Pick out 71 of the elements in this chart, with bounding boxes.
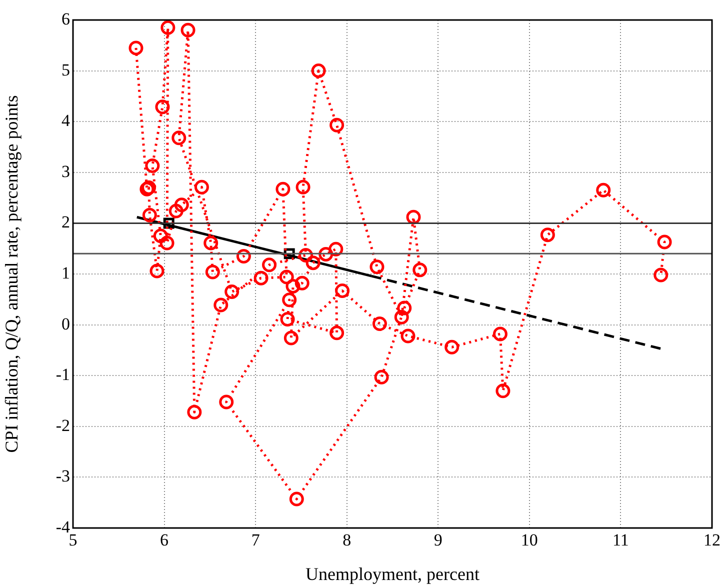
point [279, 270, 294, 284]
point [204, 236, 218, 250]
point [289, 492, 304, 506]
x-tick-label: 8 [342, 530, 352, 550]
point [214, 298, 228, 312]
point [311, 64, 326, 78]
x-tick-label: 6 [160, 530, 169, 550]
y-axis-title: CPI inflation, Q/Q, annual rate, percentage points [2, 95, 22, 453]
point [180, 22, 196, 38]
point [400, 328, 416, 344]
point [374, 370, 389, 384]
point [280, 312, 295, 326]
point [596, 182, 611, 198]
point [276, 182, 290, 196]
y-tick-label: 3 [62, 162, 70, 181]
point [492, 326, 508, 342]
point [412, 262, 428, 278]
y-tick-label: 5 [62, 60, 70, 80]
point [284, 330, 298, 346]
point [128, 40, 144, 56]
y-tick-label: 6 [62, 9, 70, 28]
point [397, 300, 412, 316]
point [145, 158, 160, 174]
point [370, 260, 384, 274]
y-tick-label: 1 [62, 263, 70, 282]
y-tick-label: -4 [56, 517, 70, 536]
point [194, 180, 209, 194]
point [394, 310, 409, 324]
point [330, 118, 344, 132]
y-tick-label: 2 [62, 212, 70, 232]
point [160, 236, 174, 250]
point [150, 264, 164, 278]
point [142, 208, 157, 222]
point [236, 248, 251, 264]
point [254, 270, 268, 286]
point [174, 198, 189, 212]
point [155, 100, 170, 114]
point [262, 258, 277, 272]
point [654, 268, 668, 282]
point [286, 278, 300, 294]
point [160, 20, 176, 35]
x-tick-label: 11 [612, 530, 629, 550]
x-tick-label: 9 [434, 530, 442, 550]
point [294, 276, 310, 290]
point [330, 326, 344, 340]
point [306, 256, 320, 270]
y-tick-label: -2 [56, 416, 70, 435]
point [187, 404, 202, 420]
point [496, 384, 510, 398]
point [540, 228, 555, 242]
point [153, 228, 168, 244]
point [444, 340, 460, 354]
point [224, 284, 240, 300]
x-axis-title: Unemployment, percent [306, 564, 480, 584]
point [296, 180, 310, 194]
point [657, 234, 672, 250]
point [282, 292, 297, 308]
x-tick-label: 12 [704, 530, 720, 550]
point [168, 204, 184, 218]
x-tick-label: 10 [520, 530, 538, 550]
y-tick-label: 4 [62, 111, 70, 130]
y-tick-label: -1 [56, 365, 70, 384]
point [335, 284, 350, 298]
point [219, 394, 234, 410]
point [205, 264, 220, 280]
point [372, 316, 387, 332]
y-tick-label: -3 [56, 466, 70, 486]
point [172, 130, 186, 146]
y-tick-label: 0 [62, 314, 70, 334]
x-tick-label: 7 [251, 530, 260, 550]
point [318, 246, 334, 262]
